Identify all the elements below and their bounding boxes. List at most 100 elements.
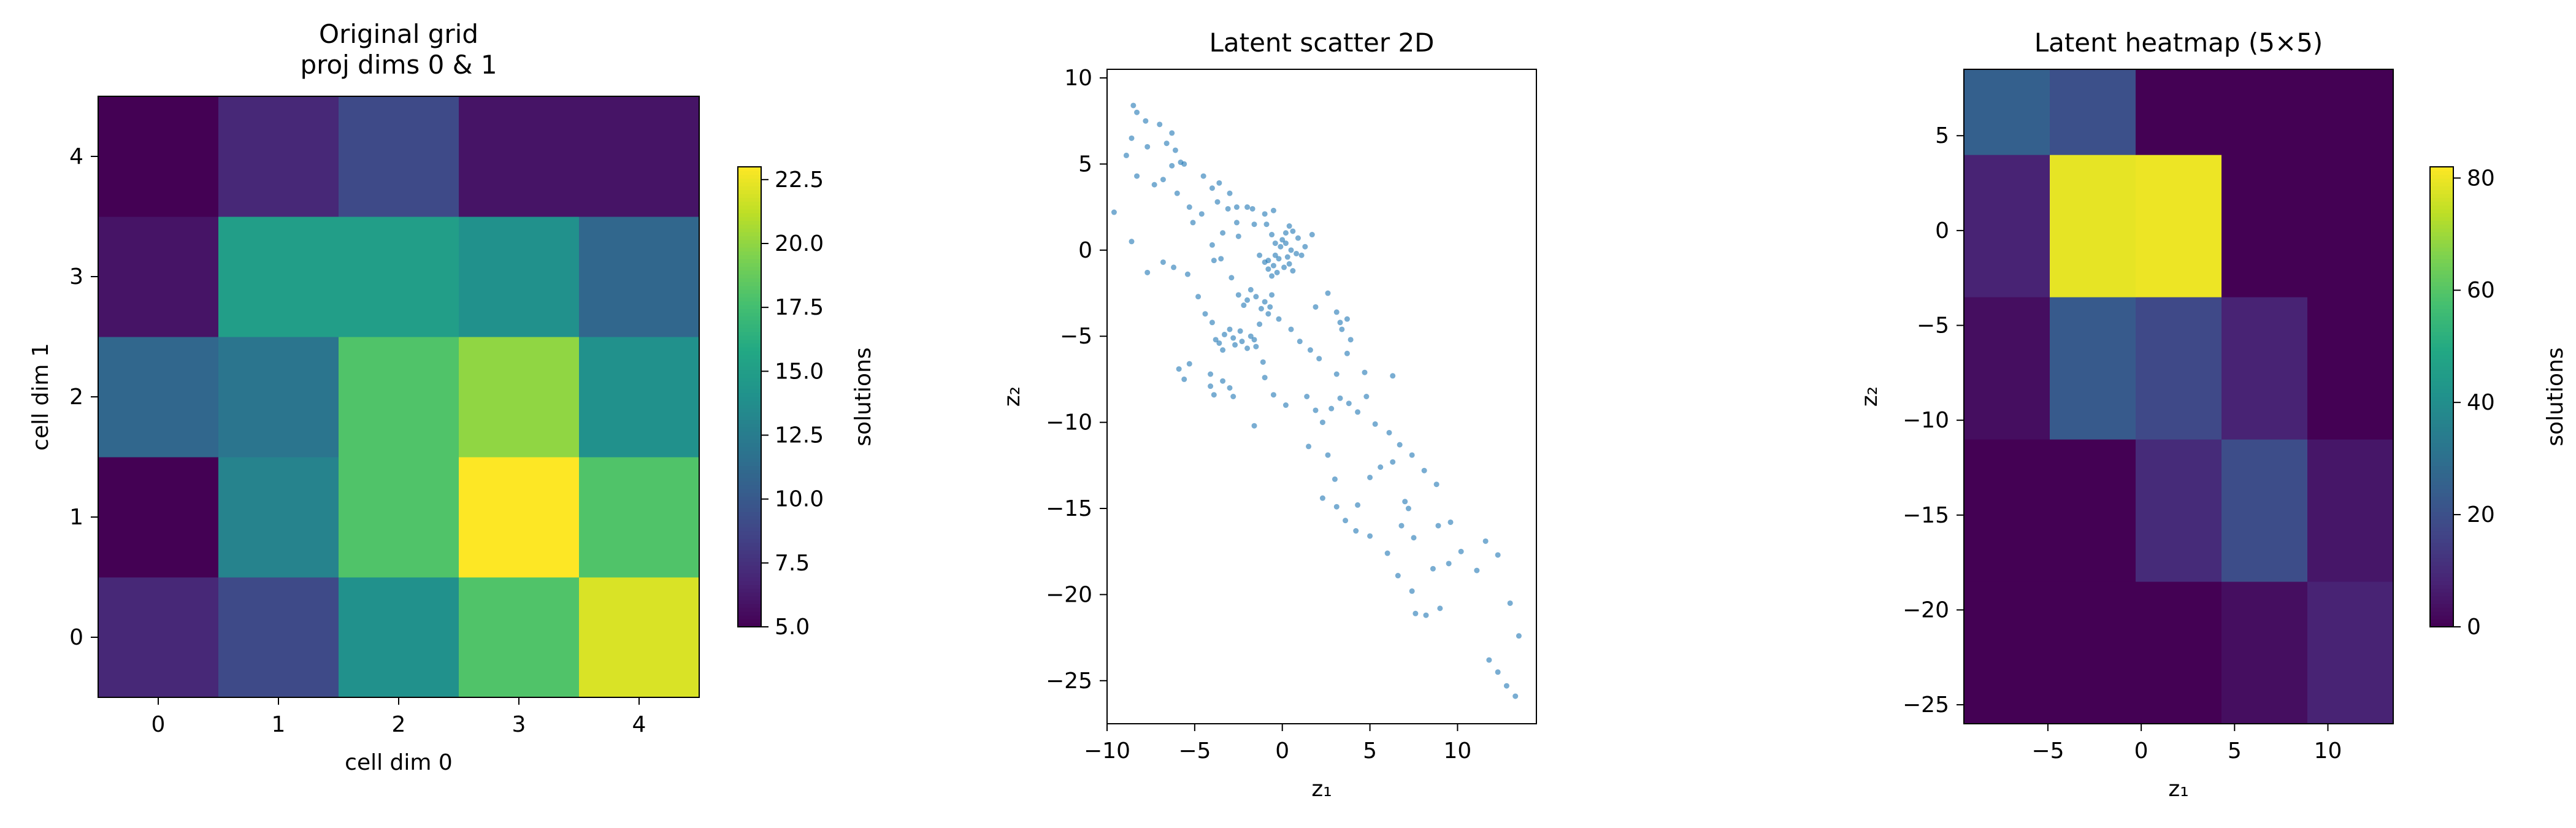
latent-heatmap-colorbar-gradient-band	[2430, 500, 2453, 505]
grid-colorbar-gradient-band	[738, 596, 761, 600]
scatter-point	[1218, 256, 1224, 262]
grid-colorbar-gradient-band	[738, 220, 761, 225]
grid-colorbar-gradient-band	[738, 343, 761, 348]
grid-colorbar-gradient-band	[738, 201, 761, 206]
grid-colorbar-gradient-band	[738, 324, 761, 329]
scatter-point	[1169, 163, 1175, 169]
grid-colorbar-gradient-band	[738, 469, 761, 474]
grid-colorbar-gradient-band	[738, 546, 761, 551]
scatter-point	[1344, 350, 1350, 356]
grid-cell	[459, 217, 580, 337]
latent-heatmap-colorbar-gradient-band	[2430, 309, 2453, 313]
latent-heatmap-y-tick-label: 5	[1935, 123, 1949, 148]
scatter-point	[1209, 242, 1215, 248]
scatter-point	[1313, 304, 1319, 310]
scatter-point	[1278, 243, 1284, 250]
latent-heatmap-cell	[2307, 297, 2394, 440]
latent-heatmap-colorbar-gradient-band	[2430, 247, 2453, 252]
scatter-point	[1237, 328, 1243, 334]
latent-heatmap-colorbar-gradient-band	[2430, 263, 2453, 267]
scatter-point	[1437, 605, 1443, 611]
latent-heatmap-colorbar-gradient-band	[2430, 285, 2453, 290]
scatter-point	[1171, 264, 1177, 270]
latent-heatmap-colorbar-gradient-band	[2430, 523, 2453, 528]
scatter-point	[1276, 316, 1282, 322]
scatter-y-label: z₂	[1000, 386, 1025, 407]
grid-colorbar-gradient-band	[738, 232, 761, 237]
grid-colorbar-gradient-band	[738, 427, 761, 432]
scatter-point	[1244, 297, 1251, 303]
grid-colorbar-gradient-band	[738, 508, 761, 513]
scatter-point	[1202, 311, 1208, 317]
scatter-point	[1290, 268, 1296, 274]
latent-heatmap-colorbar-gradient-band	[2430, 412, 2453, 416]
scatter-y-tick-label: 0	[1078, 238, 1092, 263]
scatter-point	[1282, 240, 1289, 247]
scatter-point	[1214, 199, 1221, 205]
scatter-point	[1220, 347, 1226, 353]
scatter-point	[1421, 467, 1427, 473]
scatter-point	[1241, 302, 1247, 309]
scatter-point	[1288, 247, 1294, 253]
scatter-point	[1163, 140, 1170, 147]
scatter-point	[1512, 693, 1519, 699]
latent-heatmap-colorbar-gradient-band	[2430, 389, 2453, 394]
latent-heatmap-colorbar-gradient-band	[2430, 623, 2453, 627]
scatter-y-tick-label: −20	[1046, 582, 1092, 607]
grid-colorbar-gradient-band	[738, 209, 761, 213]
grid-colorbar-gradient-band	[738, 527, 761, 532]
latent-heatmap-cell	[2307, 155, 2394, 297]
latent-heatmap-colorbar-gradient-band	[2430, 615, 2453, 620]
latent-heatmap-cell	[2050, 297, 2136, 440]
grid-colorbar-gradient-band	[738, 481, 761, 486]
latent-heatmap-colorbar-gradient-band	[2430, 485, 2453, 489]
scatter-point	[1253, 343, 1259, 350]
latent-heatmap-colorbar-gradient-band	[2430, 347, 2453, 351]
scatter-point	[1174, 190, 1180, 196]
grid-y-tick-label: 1	[69, 505, 83, 530]
grid-cell	[98, 217, 219, 337]
grid-colorbar-label: solutions	[851, 347, 876, 446]
grid-colorbar-gradient-band	[738, 335, 761, 340]
scatter-point	[1129, 135, 1135, 141]
scatter-point	[1339, 326, 1345, 332]
grid-colorbar-gradient-band	[738, 531, 761, 535]
grid-cell	[459, 337, 580, 458]
grid-colorbar-gradient-band	[738, 358, 761, 363]
scatter-point	[1230, 335, 1236, 341]
grid-cell	[339, 577, 459, 698]
scatter-point	[1295, 235, 1301, 241]
scatter-point	[1181, 376, 1187, 382]
scatter-point	[1384, 550, 1390, 556]
scatter-point	[1269, 232, 1275, 238]
latent-heatmap-x-label: z₁	[2168, 776, 2188, 802]
scatter-point	[1227, 190, 1233, 196]
grid-cell	[98, 96, 219, 217]
latent-heatmap-cell	[2136, 155, 2222, 297]
latent-heatmap-colorbar-gradient-band	[2430, 477, 2453, 482]
scatter-axes-frame	[1106, 69, 1537, 724]
grid-x-label: cell dim 0	[345, 750, 453, 775]
grid-colorbar-gradient-band	[738, 381, 761, 386]
latent-heatmap-colorbar-gradient-band	[2430, 512, 2453, 516]
grid-cell	[98, 457, 219, 578]
grid-colorbar-gradient-band	[738, 366, 761, 370]
latent-heatmap-colorbar-gradient-band	[2430, 504, 2453, 508]
latent-heatmap-colorbar-gradient-band	[2430, 301, 2453, 305]
grid-colorbar-gradient-band	[738, 259, 761, 263]
latent-heatmap-colorbar-gradient-band	[2430, 431, 2453, 436]
latent-heatmap-colorbar-gradient-band	[2430, 581, 2453, 585]
scatter-point	[1160, 177, 1166, 183]
latent-heatmap-colorbar-gradient-band	[2430, 366, 2453, 370]
latent-heatmap-cell	[1964, 69, 2050, 155]
scatter-point	[1244, 345, 1251, 351]
scatter-point	[1390, 459, 1396, 465]
latent-heatmap-colorbar-gradient-band	[2430, 447, 2453, 451]
scatter-point	[1486, 657, 1492, 663]
latent-heatmap-colorbar-gradient-band	[2430, 416, 2453, 421]
scatter-point	[1333, 309, 1340, 315]
scatter-point	[1263, 221, 1270, 228]
grid-colorbar-gradient-band	[738, 266, 761, 271]
latent-heatmap-colorbar-gradient-band	[2430, 489, 2453, 493]
grid-colorbar-gradient-band	[738, 493, 761, 497]
